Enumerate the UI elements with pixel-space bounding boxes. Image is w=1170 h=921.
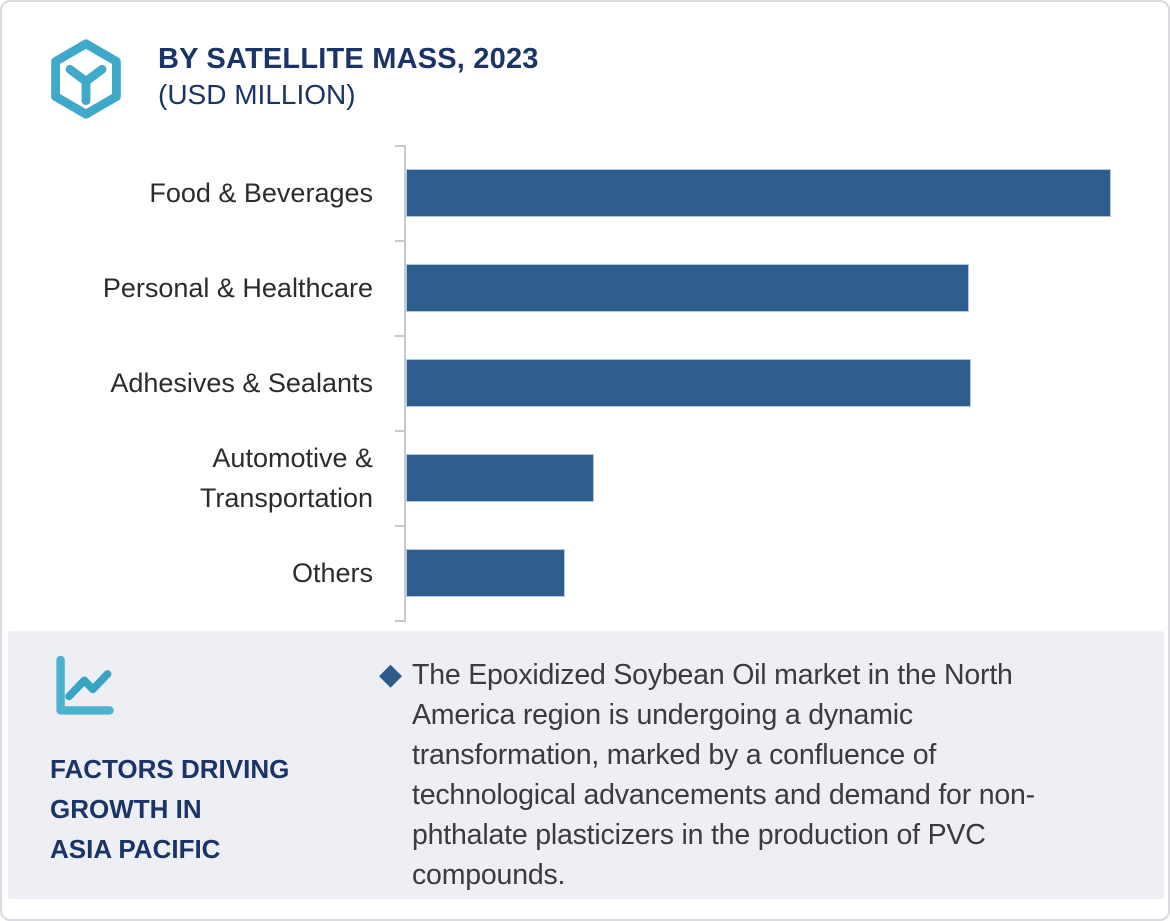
bar: [406, 263, 970, 312]
bar-track: [406, 263, 1120, 312]
chart-row: Personal & Healthcare: [2, 240, 1168, 335]
axis-tick: [395, 335, 404, 337]
axis-tick: [395, 145, 404, 147]
factors-heading-line: GROWTH IN: [50, 794, 202, 824]
bar: [406, 453, 595, 502]
factors-panel: FACTORS DRIVING GROWTH IN ASIA PACIFIC ◆…: [8, 631, 1164, 899]
category-label: Personal & Healthcare: [102, 272, 373, 303]
bar-track: [406, 453, 1120, 502]
factors-heading: FACTORS DRIVING GROWTH IN ASIA PACIFIC: [50, 749, 289, 869]
axis-tick: [395, 620, 404, 622]
chart-row: Adhesives & Sealants: [2, 335, 1168, 430]
factors-heading-line: FACTORS DRIVING: [50, 754, 290, 784]
chart-row: Automotive & Transportation: [2, 430, 1168, 525]
hexagon-cube-icon: [51, 39, 121, 119]
factors-bullet-text: The Epoxidized Soybean Oil market in the…: [412, 659, 1035, 891]
factors-heading-line: ASIA PACIFIC: [50, 834, 221, 864]
y-axis-line: [404, 145, 406, 622]
category-label: Others: [291, 557, 373, 588]
bar: [406, 168, 1112, 217]
bar-track: [406, 168, 1120, 217]
chart-row: Others: [2, 525, 1168, 620]
axis-tick: [395, 525, 404, 527]
axis-tick: [395, 240, 404, 242]
category-label: Automotive & Transportation: [199, 442, 373, 513]
chart-subtitle: (USD MILLION): [158, 79, 356, 110]
category-label: Food & Beverages: [149, 177, 373, 208]
bar-track: [406, 548, 1120, 597]
chart-header: BY SATELLITE MASS, 2023 (USD MILLION): [158, 42, 539, 112]
line-chart-icon: [56, 655, 114, 715]
chart-row: Food & Beverages: [2, 145, 1168, 240]
axis-tick: [395, 430, 404, 432]
bar: [406, 358, 972, 407]
diamond-bullet-icon: ◆: [379, 658, 403, 691]
category-label: Adhesives & Sealants: [110, 367, 373, 398]
bar-chart: Food & Beverages Personal & Healthcare A…: [2, 145, 1168, 622]
bar-track: [406, 358, 1120, 407]
chart-title: BY SATELLITE MASS, 2023: [158, 43, 539, 75]
bar: [406, 548, 565, 597]
